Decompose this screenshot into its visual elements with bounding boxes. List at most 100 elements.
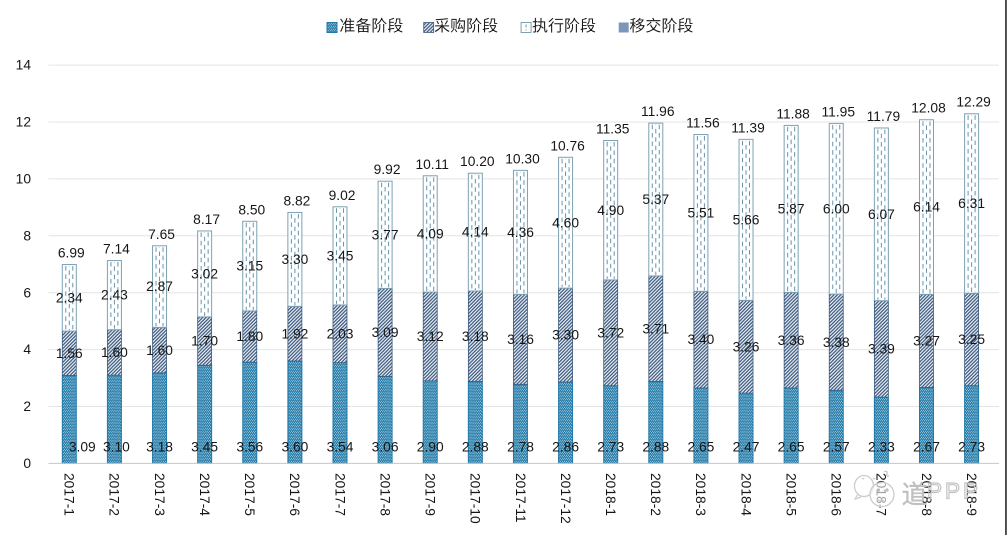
svg-text:8: 8	[23, 228, 31, 243]
svg-text:11.96: 11.96	[641, 104, 675, 119]
svg-text:2017-3: 2017-3	[152, 473, 167, 516]
svg-text:4.14: 4.14	[462, 225, 489, 240]
svg-text:2017-2: 2017-2	[107, 473, 122, 516]
svg-text:12.29: 12.29	[956, 95, 991, 110]
svg-text:8.50: 8.50	[238, 202, 265, 217]
svg-text:10: 10	[16, 172, 32, 187]
svg-text:2.73: 2.73	[597, 440, 624, 455]
svg-text:2.67: 2.67	[913, 440, 940, 455]
svg-text:3.77: 3.77	[372, 227, 399, 242]
svg-text:6.14: 6.14	[913, 200, 940, 215]
svg-text:2.78: 2.78	[507, 440, 534, 455]
svg-text:3.15: 3.15	[236, 259, 263, 274]
svg-text:1.56: 1.56	[56, 346, 83, 361]
svg-text:11.39: 11.39	[731, 120, 765, 135]
svg-text:14: 14	[16, 58, 32, 73]
svg-text:2018-8: 2018-8	[919, 473, 934, 516]
svg-text:10.20: 10.20	[460, 154, 495, 169]
svg-text:6.00: 6.00	[823, 201, 850, 216]
svg-text:3.18: 3.18	[462, 329, 489, 344]
svg-text:3.36: 3.36	[778, 333, 805, 348]
svg-text:10.76: 10.76	[550, 138, 585, 153]
svg-text:2.03: 2.03	[327, 326, 354, 341]
svg-text:10.11: 10.11	[415, 157, 449, 172]
svg-text:3.25: 3.25	[958, 332, 985, 347]
svg-text:2017-11: 2017-11	[513, 473, 528, 523]
svg-text:3.45: 3.45	[191, 440, 218, 455]
svg-text:4.90: 4.90	[597, 203, 624, 218]
svg-text:2018-9: 2018-9	[964, 473, 979, 516]
svg-text:2017-6: 2017-6	[287, 473, 302, 516]
svg-text:2017-12: 2017-12	[558, 473, 573, 524]
svg-text:6.07: 6.07	[868, 207, 895, 222]
svg-text:4.60: 4.60	[552, 215, 579, 230]
svg-text:3.27: 3.27	[913, 334, 940, 349]
svg-text:6.31: 6.31	[958, 196, 985, 211]
svg-text:2.43: 2.43	[101, 288, 128, 303]
svg-text:12: 12	[16, 115, 31, 130]
svg-text:3.39: 3.39	[868, 342, 895, 357]
svg-text:3.02: 3.02	[191, 267, 218, 282]
svg-text:3.30: 3.30	[281, 252, 308, 267]
svg-text:5.87: 5.87	[778, 202, 805, 217]
svg-text:7.65: 7.65	[148, 227, 175, 242]
svg-text:2.88: 2.88	[642, 440, 669, 455]
svg-text:11.95: 11.95	[822, 104, 856, 119]
svg-text:2017-10: 2017-10	[468, 473, 483, 524]
svg-text:1.60: 1.60	[101, 345, 128, 360]
svg-text:1.80: 1.80	[236, 329, 263, 344]
svg-text:2.86: 2.86	[552, 440, 579, 455]
svg-text:2: 2	[23, 399, 31, 414]
svg-text:2.90: 2.90	[417, 440, 444, 455]
svg-text:2017-8: 2017-8	[377, 473, 392, 516]
svg-text:2018-1: 2018-1	[603, 473, 618, 516]
svg-text:3.40: 3.40	[687, 332, 714, 347]
svg-text:2.34: 2.34	[56, 290, 83, 305]
svg-text:2.87: 2.87	[146, 279, 173, 294]
svg-text:2.57: 2.57	[823, 440, 850, 455]
svg-text:8.17: 8.17	[193, 212, 220, 227]
svg-text:11.35: 11.35	[596, 122, 630, 137]
svg-text:3.10: 3.10	[103, 440, 130, 455]
svg-text:2.33: 2.33	[868, 440, 895, 455]
svg-text:3.60: 3.60	[281, 440, 308, 455]
svg-text:4: 4	[23, 342, 31, 357]
svg-text:0: 0	[23, 456, 31, 471]
svg-text:2018-2: 2018-2	[648, 473, 663, 516]
svg-text:3.45: 3.45	[327, 249, 354, 264]
svg-text:2017-9: 2017-9	[423, 473, 438, 516]
svg-text:7.14: 7.14	[103, 242, 130, 257]
svg-text:3.18: 3.18	[146, 440, 173, 455]
svg-text:2018-6: 2018-6	[829, 473, 844, 516]
svg-text:3.56: 3.56	[236, 440, 263, 455]
svg-text:12.08: 12.08	[911, 101, 946, 116]
svg-text:1.92: 1.92	[281, 326, 308, 341]
svg-text:9.02: 9.02	[329, 188, 356, 203]
svg-text:3.09: 3.09	[69, 440, 96, 455]
svg-text:1.60: 1.60	[146, 343, 173, 358]
svg-text:3.38: 3.38	[823, 335, 850, 350]
svg-text:2.88: 2.88	[462, 440, 489, 455]
svg-text:3.72: 3.72	[597, 325, 624, 340]
svg-text:3.16: 3.16	[507, 332, 534, 347]
svg-text:2017-7: 2017-7	[332, 473, 347, 516]
svg-text:5.66: 5.66	[733, 213, 760, 228]
svg-text:3.30: 3.30	[552, 328, 579, 343]
svg-text:2017-5: 2017-5	[242, 473, 257, 516]
svg-text:2.73: 2.73	[958, 440, 985, 455]
svg-text:8.82: 8.82	[283, 194, 310, 209]
svg-text:2018-3: 2018-3	[693, 473, 708, 516]
svg-text:2.47: 2.47	[733, 440, 760, 455]
svg-text:2.65: 2.65	[778, 440, 805, 455]
svg-text:6: 6	[23, 285, 31, 300]
svg-text:3.71: 3.71	[642, 321, 669, 336]
svg-text:3.26: 3.26	[733, 339, 760, 354]
svg-text:5.51: 5.51	[687, 206, 714, 221]
svg-text:10.30: 10.30	[505, 151, 540, 166]
svg-text:3.12: 3.12	[417, 329, 444, 344]
svg-text:5.37: 5.37	[642, 192, 669, 207]
svg-text:11.79: 11.79	[867, 109, 901, 124]
svg-text:PPP: PPP	[927, 479, 981, 504]
svg-text:4.36: 4.36	[507, 225, 534, 240]
svg-text:2018-4: 2018-4	[738, 473, 753, 516]
